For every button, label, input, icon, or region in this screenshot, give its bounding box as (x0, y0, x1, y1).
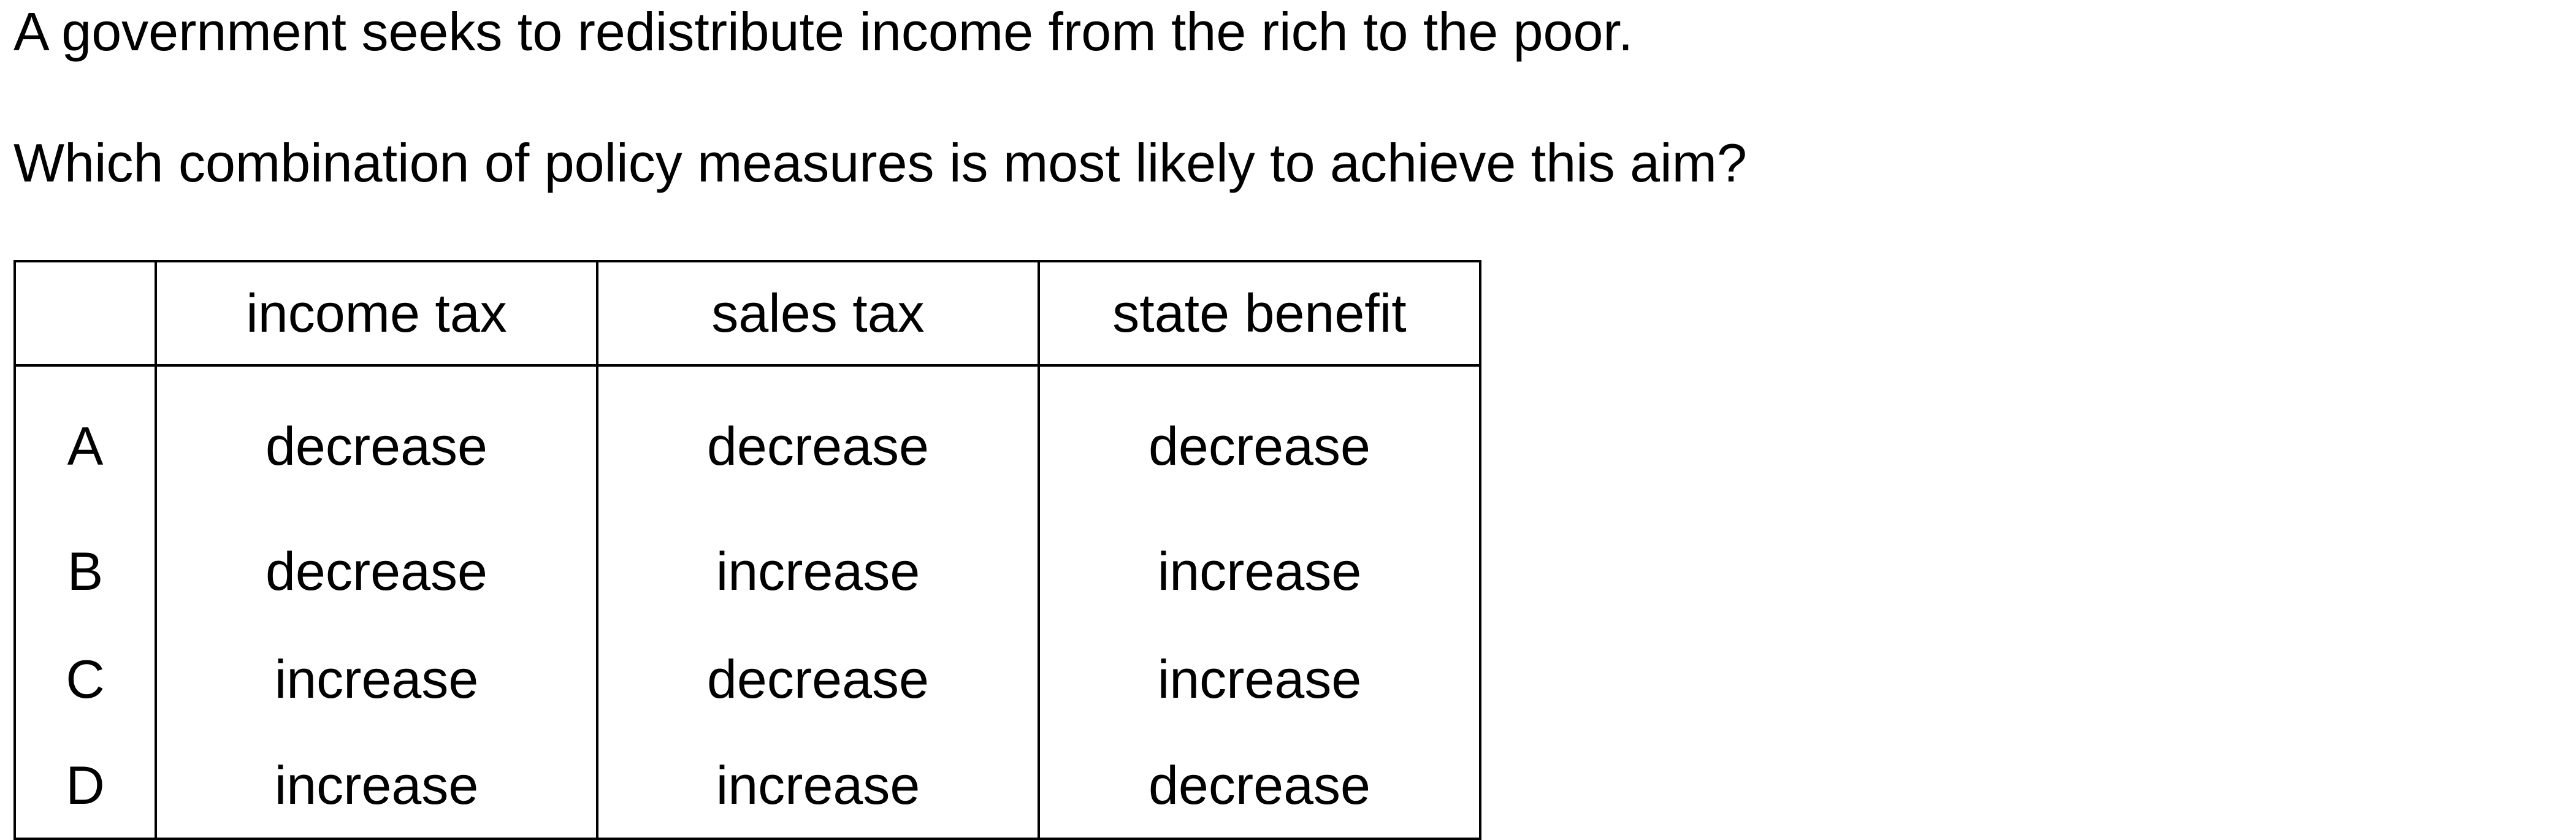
header-state-benefit: state benefit (1038, 260, 1481, 367)
table-row: A decrease decrease decrease (13, 365, 1481, 517)
table-row: D increase increase decrease (13, 733, 1481, 840)
header-row: income tax sales tax state benefit (13, 260, 1481, 367)
question-stem: A government seeks to redistribute incom… (13, 1, 1634, 62)
income-tax-cell: decrease (155, 517, 598, 625)
table-row: C increase decrease increase (13, 625, 1481, 733)
option-key: B (13, 517, 157, 625)
options-table: income tax sales tax state benefit A dec… (13, 260, 1481, 840)
state-benefit-cell: increase (1038, 625, 1481, 733)
income-tax-cell: increase (155, 625, 598, 733)
sales-tax-cell: decrease (596, 625, 1040, 733)
state-benefit-cell: increase (1038, 517, 1481, 625)
option-key: A (13, 365, 157, 517)
header-key-cell (13, 260, 157, 367)
income-tax-cell: decrease (155, 365, 598, 517)
option-key: D (13, 733, 157, 840)
question-prompt: Which combination of policy measures is … (13, 132, 1747, 193)
state-benefit-cell: decrease (1038, 733, 1481, 840)
sales-tax-cell: increase (596, 517, 1040, 625)
header-income-tax: income tax (155, 260, 598, 367)
state-benefit-cell: decrease (1038, 365, 1481, 517)
sales-tax-cell: decrease (596, 365, 1040, 517)
sales-tax-cell: increase (596, 733, 1040, 840)
header-sales-tax: sales tax (596, 260, 1040, 367)
table-row: B decrease increase increase (13, 517, 1481, 625)
income-tax-cell: increase (155, 733, 598, 840)
option-key: C (13, 625, 157, 733)
